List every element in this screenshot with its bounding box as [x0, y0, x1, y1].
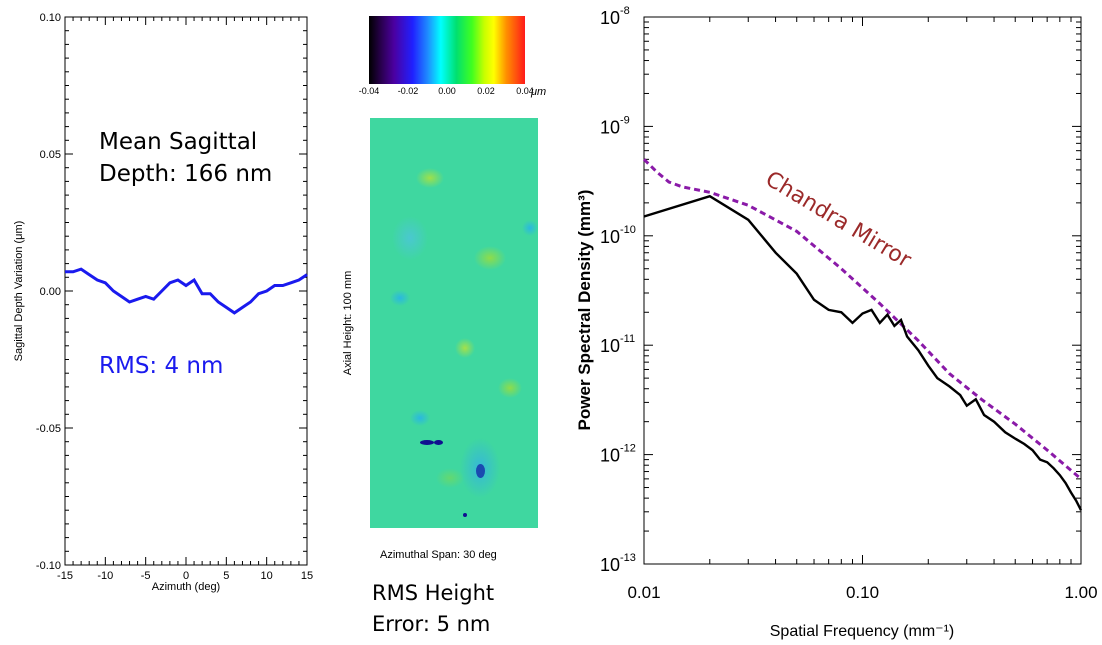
psd-y-tick-label-exp: -13: [620, 552, 636, 564]
surface-map-defect-2: [434, 440, 443, 445]
left-x-label: Azimuth (deg): [152, 581, 220, 593]
left-x-tick-label: -10: [97, 570, 113, 582]
surface-map-texture: [370, 118, 538, 528]
left-y-tick-label: 0.05: [40, 149, 61, 161]
left-y-label: Sagittal Depth Variation (μm): [13, 221, 25, 362]
left-y-tick-label: -0.10: [36, 560, 61, 572]
psd-y-tick-label-base: 10: [600, 117, 620, 137]
mean-sagittal-annotation: Mean Sagittal Depth: 166 nm: [99, 126, 272, 190]
left-plot-frame: [64, 16, 308, 566]
rms-height-line1: RMS Height: [372, 581, 495, 605]
psd-chart: 0.01 0.10 1.0010-810-910-1010-1110-1210-13…: [575, 5, 1098, 640]
colorbar-tick-label: 0.04: [516, 86, 534, 96]
psd-y-tick-label-exp: -10: [620, 224, 636, 236]
surface-map-defect-1: [420, 440, 434, 445]
colorbar-tick-label: -0.04: [359, 86, 380, 96]
left-x-tick-label: 15: [301, 570, 313, 582]
psd-y-tick-label-base: 10: [600, 555, 620, 575]
colorbar-tick-label: 0.00: [438, 86, 456, 96]
psd-x-tick-label: 1.00: [1064, 583, 1097, 602]
left-x-tick-label: 10: [261, 570, 273, 582]
left-rms-annotation: RMS: 4 nm: [99, 353, 224, 379]
chandra-mirror-line: [642, 158, 1082, 481]
colorbar-tick-label: 0.02: [477, 86, 495, 96]
surface-map-defect-4: [463, 513, 467, 517]
psd-y-tick-label-exp: -9: [620, 114, 630, 126]
psd-x-tick-label: 0.01: [627, 583, 660, 602]
psd-y-tick-label-exp: -12: [620, 443, 636, 455]
axial-height-caption: Axial Height: 100 mm: [342, 270, 354, 376]
rms-height-annotation: RMS Height Error: 5 nm: [372, 578, 494, 640]
sagittal-depth-line: [65, 267, 308, 315]
mean-sagittal-line2: Depth: 166 nm: [99, 161, 273, 187]
left-x-tick-label: -5: [141, 570, 151, 582]
rms-height-line2: Error: 5 nm: [372, 612, 491, 636]
colorbar-tick-label: -0.02: [398, 86, 419, 96]
left-chart-ticks: -15 -10 -5 0 5 10 15 0.10 0.05 0.00 -0.05 -0.10: [36, 12, 313, 582]
left-x-tick-label: 5: [223, 570, 229, 582]
surface-map-defect-3: [476, 464, 485, 478]
left-y-tick-label: -0.05: [36, 423, 61, 435]
psd-y-tick-label-base: 10: [600, 227, 620, 247]
psd-y-tick-label-base: 10: [600, 446, 620, 466]
measured-psd-line: [643, 194, 1083, 511]
psd-y-tick-label-exp: -8: [620, 5, 630, 17]
psd-plot-frame: [643, 16, 1082, 565]
surface-map: [370, 118, 538, 528]
mean-sagittal-line1: Mean Sagittal: [99, 129, 258, 155]
left-y-tick-label: 0.10: [40, 12, 61, 24]
colorbar-unit: μm: [530, 86, 546, 98]
azimuthal-span-caption: Azimuthal Span: 30 deg: [380, 549, 497, 561]
chandra-mirror-label: Chandra Mirror: [761, 167, 916, 274]
left-y-tick-label: 0.00: [40, 286, 61, 298]
psd-x-label: Spatial Frequency (mm⁻¹): [770, 623, 955, 640]
left-x-tick-label: -15: [57, 570, 73, 582]
psd-y-label: Power Spectral Density (mm³): [575, 190, 594, 431]
sagittal-depth-chart: -15 -10 -5 0 5 10 15 0.10 0.05 0.00 -0.05 -0.10 Azi…: [13, 12, 313, 593]
colorbar: [369, 16, 525, 84]
psd-y-tick-label-base: 10: [600, 336, 620, 356]
left-x-tick-label: 0: [183, 570, 189, 582]
psd-x-tick-label: 0.10: [846, 583, 879, 602]
psd-y-tick-label-exp: -11: [620, 333, 635, 345]
psd-y-tick-label-base: 10: [600, 8, 620, 28]
